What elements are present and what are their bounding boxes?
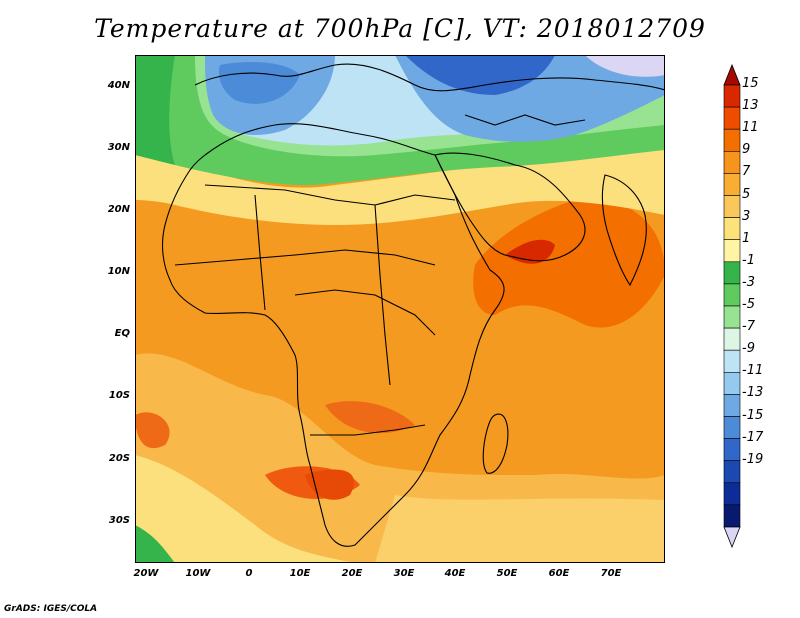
- colorbar-swatch: [723, 239, 741, 263]
- colorbar-swatch: [723, 128, 741, 152]
- border-sahel: [174, 249, 436, 266]
- colorbar-label: 1: [742, 230, 751, 246]
- colorbar-label: -17: [742, 429, 764, 445]
- colorbar-label: 5: [742, 186, 751, 202]
- colorbar-top-arrow: [723, 63, 741, 86]
- lat-label-20s: 20S: [108, 453, 130, 464]
- lon-label-20e: 20E: [341, 568, 363, 579]
- colorbar-swatch: [723, 504, 741, 528]
- colorbar-label: 11: [742, 120, 759, 136]
- border-sahara: [204, 184, 456, 206]
- lon-label-70e: 70E: [600, 568, 622, 579]
- colorbar-label: -13: [742, 385, 764, 401]
- lat-label-10n: 10N: [107, 266, 130, 277]
- field-southeast-pale: [375, 495, 665, 563]
- colorbar-swatch: [723, 173, 741, 196]
- india-coastline: [601, 174, 647, 287]
- colorbar-swatch: [723, 416, 741, 439]
- lat-label-40n: 40N: [107, 80, 130, 91]
- colorbar-swatch: [723, 84, 741, 108]
- colorbar-swatch: [723, 371, 741, 395]
- lon-label-30e: 30E: [393, 568, 415, 579]
- coastlines: [161, 63, 665, 547]
- lon-label-0: 0: [245, 568, 253, 579]
- colorbar-bottom-arrow: [723, 526, 741, 549]
- colorbar-label: -15: [742, 407, 764, 423]
- temperature-map: [135, 55, 665, 563]
- colorbar-swatch: [723, 349, 741, 373]
- field-south-pale: [135, 455, 355, 563]
- colorbar-swatch: [723, 438, 741, 462]
- map-border: [135, 55, 665, 563]
- colorbar-swatch: [723, 217, 741, 241]
- border-mideast: [464, 114, 586, 126]
- europe-coastline: [194, 63, 665, 92]
- colorbar-swatch: [723, 195, 741, 218]
- field-warm-patch-mid: [325, 401, 415, 434]
- colorbar-swatch: [723, 151, 741, 174]
- colorbar-label: 13: [742, 98, 759, 114]
- lat-label-30n: 30N: [107, 142, 130, 153]
- field-south-green: [135, 525, 175, 563]
- field-north-darkblue-west: [218, 62, 300, 104]
- field-north-purple: [585, 55, 665, 77]
- arabia-coastline: [434, 152, 586, 262]
- lat-label-20n: 20N: [107, 204, 130, 215]
- colorbar-swatch: [723, 460, 741, 484]
- lon-label-10e: 10E: [289, 568, 311, 579]
- colorbar-swatch: [723, 394, 741, 417]
- colorbar-label: -7: [742, 319, 755, 335]
- lat-label-30s: 30S: [108, 515, 130, 526]
- colorbar-swatch: [723, 482, 741, 506]
- colorbar-label: 7: [742, 164, 751, 180]
- colorbar-swatch: [723, 106, 741, 130]
- colorbar-label: 3: [742, 208, 751, 224]
- colorbar-label: -3: [742, 274, 755, 290]
- madagascar-coastline: [482, 413, 509, 474]
- colorbar-label: 9: [742, 142, 751, 158]
- colorbar-label: -9: [742, 341, 755, 357]
- border-south: [310, 424, 426, 436]
- lon-label-40e: 40E: [444, 568, 466, 579]
- chart-title: Temperature at 700hPa [C], VT: 201801270…: [94, 14, 706, 43]
- border-central: [294, 289, 436, 336]
- field-north-darkblue: [405, 55, 555, 95]
- colorbar-swatch: [723, 327, 741, 351]
- lat-label-eq: EQ: [114, 328, 130, 339]
- lon-label-10w: 10W: [185, 568, 211, 579]
- border-east: [374, 204, 391, 386]
- colorbar-label: -1: [742, 252, 755, 268]
- border-west: [254, 194, 266, 311]
- lon-label-20w: 20W: [133, 568, 159, 579]
- colorbar-swatch: [723, 305, 741, 329]
- colorbar-label: -5: [742, 297, 755, 312]
- field-warm-patch-arabian: [473, 195, 665, 328]
- lon-label-50e: 50E: [496, 568, 518, 579]
- credit-text: GrADS: IGES/COLA: [4, 604, 98, 614]
- colorbar-label: -11: [742, 363, 764, 379]
- field-west-green-edge: [135, 55, 175, 165]
- colorbar-label: 15: [742, 76, 759, 91]
- field-warm-patch-west: [135, 412, 170, 449]
- colorbar-label: -19: [742, 451, 764, 467]
- colorbar: [720, 55, 744, 559]
- lat-label-10s: 10S: [108, 390, 130, 401]
- lon-label-60e: 60E: [548, 568, 570, 579]
- colorbar-swatch: [723, 283, 741, 307]
- colorbar-swatch: [723, 261, 741, 285]
